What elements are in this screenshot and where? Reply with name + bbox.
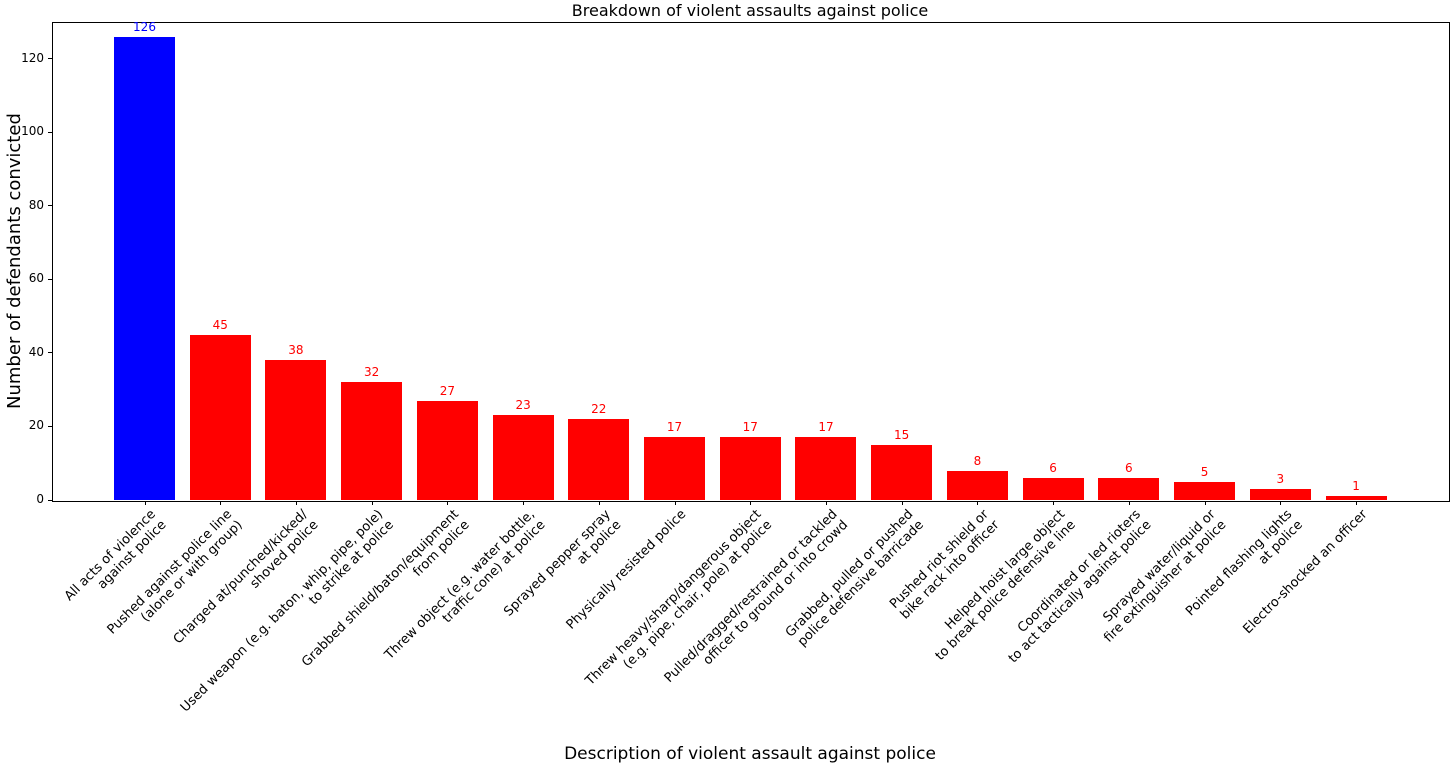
bar-value-label: 22 [591, 402, 607, 417]
x-tick-mark [1128, 501, 1130, 505]
bar [719, 437, 781, 500]
bar [189, 334, 251, 500]
y-tick-label: 0 [36, 492, 44, 506]
x-tick-mark [674, 501, 676, 505]
bar-value-label: 17 [742, 420, 758, 435]
bar [114, 36, 175, 500]
bar [1174, 481, 1236, 500]
x-tick-mark [523, 501, 525, 505]
x-tick-mark [977, 501, 979, 505]
bar [568, 419, 630, 500]
bar [871, 444, 933, 500]
x-tick-mark [371, 501, 373, 505]
bar-value-label: 17 [818, 420, 834, 435]
bar-value-label: 1 [1352, 479, 1360, 494]
y-tick-mark [48, 425, 52, 427]
x-tick-mark [750, 501, 752, 505]
x-tick-mark [1204, 501, 1206, 505]
x-tick-mark [1053, 501, 1055, 505]
x-tick-mark [295, 501, 297, 505]
bar [795, 437, 857, 500]
x-axis-label: Description of violent assault against p… [564, 744, 936, 764]
chart-title: Breakdown of violent assaults against po… [571, 1, 929, 20]
bar [1022, 477, 1084, 500]
x-tick-mark [901, 501, 903, 505]
y-tick-mark [48, 278, 52, 280]
y-tick-mark [48, 131, 52, 133]
x-tick-mark [598, 501, 600, 505]
bar-value-label: 32 [364, 365, 380, 380]
bar-value-label: 3 [1276, 471, 1285, 486]
bar-value-label: 23 [515, 398, 531, 413]
y-tick-label: 60 [28, 271, 44, 286]
x-tick-mark [825, 501, 827, 505]
bar [1325, 496, 1387, 500]
bar-value-label: 6 [1049, 460, 1057, 475]
bar-value-label: 5 [1200, 464, 1209, 479]
bar-value-label: 15 [894, 427, 910, 442]
bar [265, 360, 327, 500]
x-tick-mark [447, 501, 449, 505]
x-tick-mark [220, 501, 222, 505]
y-tick-label: 80 [28, 197, 44, 212]
bar-value-label: 27 [439, 383, 456, 398]
y-tick-label: 20 [28, 418, 44, 433]
bar-value-label: 17 [666, 420, 683, 435]
bar-value-label: 126 [133, 19, 156, 34]
bar-value-label: 45 [212, 317, 228, 332]
y-tick-label: 120 [21, 50, 44, 65]
bar-value-label: 38 [288, 343, 304, 358]
bar [1098, 477, 1160, 500]
y-tick-mark [48, 499, 52, 501]
bar-value-label: 8 [973, 453, 982, 468]
bar [644, 437, 706, 500]
y-tick-mark [48, 205, 52, 207]
x-tick-mark [1356, 501, 1358, 505]
bar [416, 400, 478, 500]
x-tick-mark [1280, 501, 1282, 505]
y-tick-label: 100 [21, 124, 44, 139]
y-tick-mark [48, 58, 52, 60]
x-tick-mark [144, 501, 146, 505]
bar [1249, 488, 1311, 500]
bar [341, 382, 403, 500]
y-tick-mark [48, 352, 52, 354]
x-tick-label: Grabbed, pulled or pushed police defensi… [782, 507, 928, 650]
bar [946, 470, 1008, 500]
bar-value-label: 6 [1125, 460, 1133, 475]
bar [492, 415, 554, 500]
y-tick-label: 40 [28, 344, 44, 359]
